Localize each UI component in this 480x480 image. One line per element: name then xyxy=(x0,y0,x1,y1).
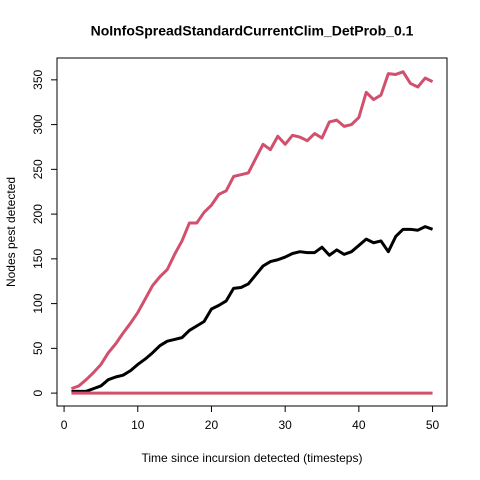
y-tick-label: 150 xyxy=(31,249,45,269)
x-tick-label: 30 xyxy=(278,418,292,432)
y-tick-label: 250 xyxy=(31,159,45,179)
y-axis-label: Nodes pest detected xyxy=(4,177,18,287)
y-tick-label: 50 xyxy=(31,341,45,355)
y-tick-label: 200 xyxy=(31,204,45,224)
y-tick-label: 300 xyxy=(31,114,45,134)
x-tick-label: 50 xyxy=(426,418,440,432)
x-tick-label: 40 xyxy=(352,418,366,432)
y-tick-label: 0 xyxy=(31,389,45,396)
plot-box xyxy=(56,57,448,407)
series-line xyxy=(71,225,434,393)
x-tick-label: 20 xyxy=(205,418,219,432)
x-tick-label: 10 xyxy=(131,418,145,432)
y-tick-label: 100 xyxy=(31,293,45,313)
series-line xyxy=(70,70,434,391)
x-axis-label: Time since incursion detected (timesteps… xyxy=(142,451,363,465)
x-tick-label: 0 xyxy=(61,418,68,432)
y-tick-label: 350 xyxy=(31,70,45,90)
chart-title: NoInfoSpreadStandardCurrentClim_DetProb_… xyxy=(91,23,414,39)
